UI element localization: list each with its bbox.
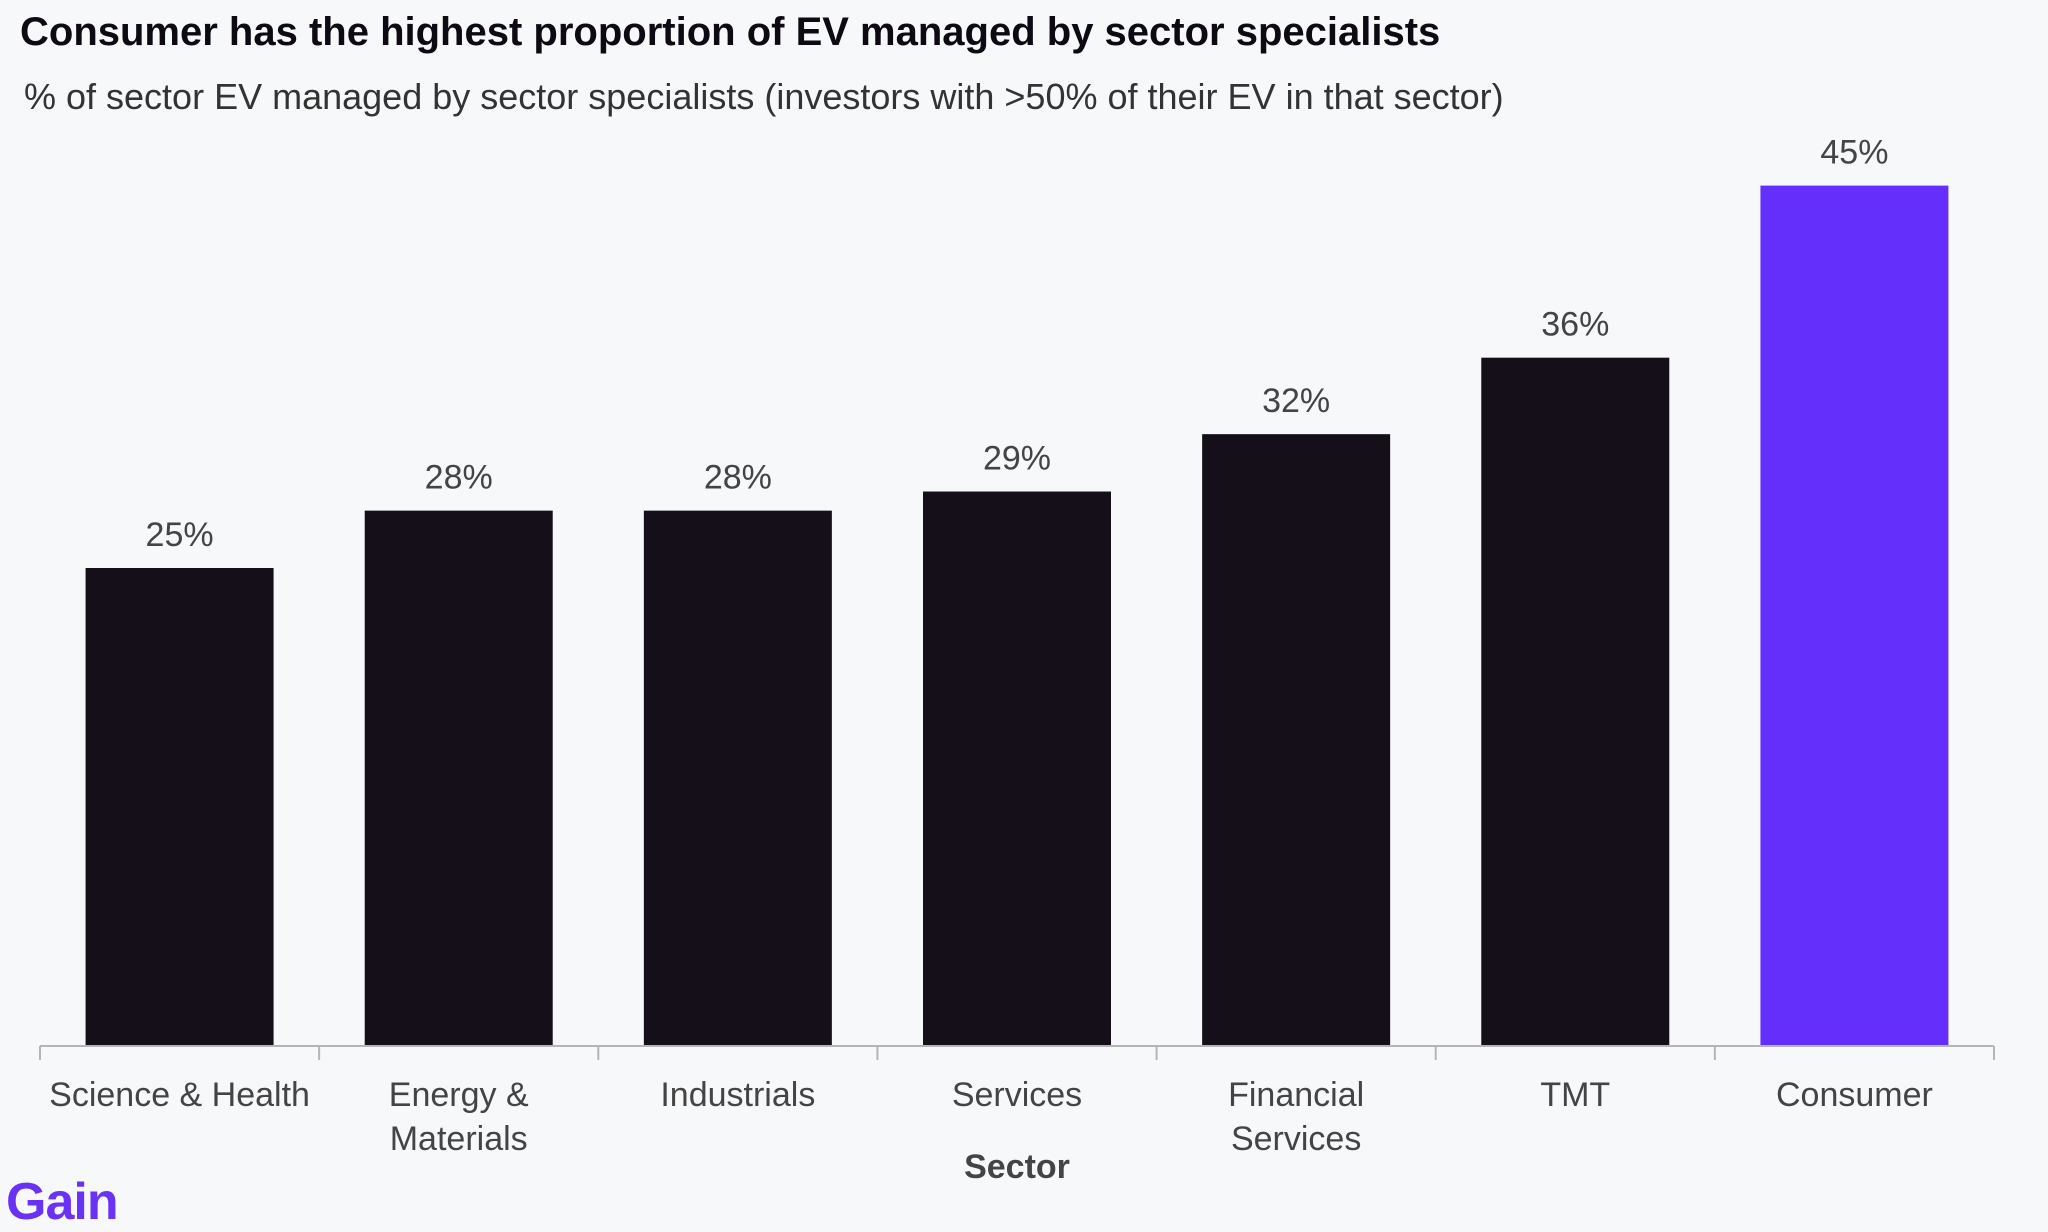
- x-axis-label: Sector: [964, 1148, 1070, 1186]
- bar: [1481, 357, 1670, 1046]
- data-label: 28%: [425, 459, 493, 497]
- bar: [643, 510, 832, 1046]
- data-label: 32%: [1262, 382, 1330, 420]
- bar: [1202, 434, 1391, 1046]
- data-label: 25%: [146, 516, 214, 554]
- x-tick-label: Science & Health: [49, 1076, 310, 1114]
- gain-logo: Gain: [6, 1173, 119, 1231]
- bar: [1760, 185, 1949, 1047]
- data-label: 36%: [1541, 306, 1609, 344]
- x-tick-label: TMT: [1540, 1076, 1610, 1114]
- chart-subtitle: % of sector EV managed by sector special…: [24, 76, 1504, 117]
- x-tick-label: Materials: [390, 1120, 528, 1158]
- data-label: 29%: [983, 440, 1051, 478]
- x-tick-label: Financial: [1228, 1076, 1364, 1114]
- x-tick-label: Energy &: [389, 1076, 529, 1114]
- bar: [85, 568, 274, 1046]
- data-label: 45%: [1820, 134, 1888, 172]
- bar: [364, 510, 553, 1046]
- bar: [923, 491, 1111, 1046]
- x-tick-label: Industrials: [660, 1076, 815, 1114]
- data-label: 28%: [704, 459, 772, 497]
- x-tick-label: Consumer: [1776, 1076, 1933, 1114]
- x-tick-label: Services: [1231, 1120, 1361, 1158]
- chart-title: Consumer has the highest proportion of E…: [20, 10, 1441, 54]
- x-tick-label: Services: [952, 1076, 1082, 1114]
